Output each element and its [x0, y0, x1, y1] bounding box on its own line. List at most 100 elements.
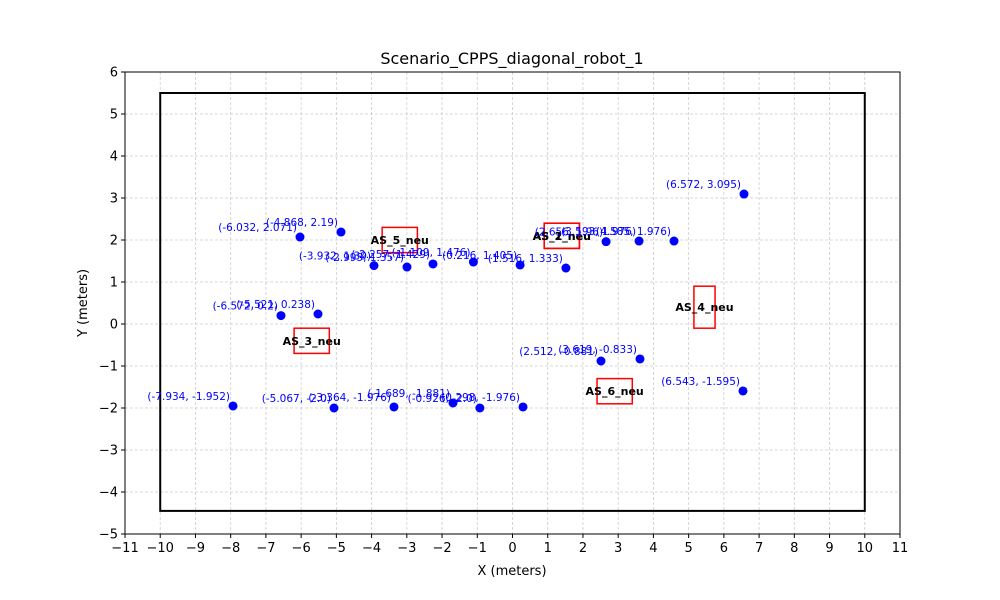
x-tick-label: −4: [362, 541, 381, 556]
waypoint-marker: [739, 189, 749, 199]
station-label: AS_5_neu: [371, 234, 429, 247]
waypoint-marker: [518, 402, 528, 412]
waypoint-marker: [448, 398, 458, 408]
x-tick-label: 11: [892, 541, 909, 556]
workspace-boundary: [159, 92, 866, 512]
y-tick-label: −4: [99, 486, 118, 501]
y-tick-label: −2: [99, 402, 118, 417]
station-label: AS_3_neu: [283, 335, 341, 348]
waypoint-marker: [313, 309, 323, 319]
x-tick-label: −11: [111, 541, 138, 556]
x-tick-label: −6: [292, 541, 311, 556]
x-tick-label: −3: [397, 541, 416, 556]
station-box: [596, 377, 634, 405]
x-tick-label: 6: [720, 541, 728, 556]
x-tick-label: 4: [649, 541, 657, 556]
station-label: AS_2_neu: [533, 230, 591, 243]
station-label: AS_6_neu: [586, 385, 644, 398]
waypoint-marker: [738, 386, 748, 396]
waypoint-label: (0.298, -1.976): [441, 392, 520, 404]
x-tick-label: −10: [147, 541, 174, 556]
y-tick-label: −3: [99, 444, 118, 459]
waypoint-marker: [635, 354, 645, 364]
x-tick-label: −7: [256, 541, 275, 556]
x-tick-label: 8: [790, 541, 798, 556]
waypoint-label: (-2.995, 1.357): [325, 252, 404, 264]
station-box: [381, 226, 419, 254]
x-tick-label: 5: [684, 541, 692, 556]
station-label: AS_4_neu: [675, 301, 733, 314]
waypoint-label: (6.572, 3.095): [666, 179, 741, 191]
x-tick-label: −9: [186, 541, 205, 556]
waypoint-label: (-3.364, -1.976): [308, 392, 391, 404]
y-tick-label: 6: [110, 66, 118, 81]
x-tick-label: −2: [432, 541, 451, 556]
waypoint-label: (-3.932, 1.39): [299, 251, 371, 263]
points-layer: [228, 189, 749, 413]
y-tick-label: 5: [110, 108, 118, 123]
station-box: [693, 285, 716, 329]
boundary-layer: [159, 92, 866, 512]
waypoint-marker: [389, 402, 399, 412]
waypoint-label: (3.593, 1.976): [561, 226, 636, 238]
x-tick-label: 9: [825, 541, 833, 556]
waypoint-label: (-6.032, 2.071): [218, 222, 297, 234]
y-tick-label: −5: [99, 528, 118, 543]
point-labels-layer: (6.572, 3.095) (-6.032, 2.071)(-4.868, 2.…: [147, 179, 741, 405]
waypoint-marker: [468, 257, 478, 267]
waypoint-marker: [669, 236, 679, 246]
waypoint-label: (-2.257, 1.429): [351, 249, 430, 261]
x-axis-ticks: −11 −10 −9 −8 −7 −6 −5 −4 −3 −2 −1 0 1 2 3 4 5 6 7 8 9 10 11: [111, 534, 908, 556]
waypoint-marker: [402, 262, 412, 272]
y-axis-ticks: −5 −4 −3 −2 −1 0 1 2 3 4 5 6: [99, 66, 125, 543]
station-label: AS_1_neu: [533, 230, 591, 243]
x-tick-label: 0: [508, 541, 516, 556]
y-axis-label: Y (meters): [76, 269, 91, 338]
y-tick-label: 3: [110, 192, 118, 207]
chart-title: Scenario_CPPS_diagonal_robot_1: [380, 49, 643, 69]
waypoint-label: (6.543, -1.595): [661, 376, 740, 388]
y-tick-label: 0: [110, 318, 118, 333]
waypoint-label: (2.656, 1.96): [535, 227, 603, 239]
y-tick-label: 1: [110, 276, 118, 291]
waypoint-marker: [596, 356, 606, 366]
waypoint-label: (-6.572, 0.2): [213, 301, 278, 313]
waypoint-label: (3.619, -0.833): [558, 344, 637, 356]
waypoint-marker: [634, 236, 644, 246]
waypoint-label: (-5.067, -2.0): [262, 393, 331, 405]
waypoint-label: (0.216, 1.405): [442, 250, 517, 262]
waypoint-label: (2.512, -0.881): [519, 346, 598, 358]
waypoint-label: (-5.521, 0.238): [236, 299, 315, 311]
waypoint-marker: [475, 403, 485, 413]
waypoint-marker: [336, 227, 346, 237]
waypoint-label: (4.585, 1.976): [596, 226, 671, 238]
x-tick-label: 1: [544, 541, 552, 556]
waypoint-label: (-1.689, -1.881): [367, 388, 450, 400]
x-tick-label: 7: [755, 541, 763, 556]
waypoint-label: (-4.868, 2.19): [266, 217, 338, 229]
waypoint-marker: [561, 263, 571, 273]
waypoint-marker: [228, 401, 238, 411]
waypoint-marker: [369, 261, 379, 271]
x-tick-label: 2: [579, 541, 587, 556]
waypoint-marker: [428, 259, 438, 269]
x-tick-label: −1: [468, 541, 487, 556]
waypoint-label: (-0.926, -2.0): [408, 393, 477, 405]
x-tick-label: −8: [221, 541, 240, 556]
x-tick-label: 10: [856, 541, 873, 556]
waypoint-marker: [329, 403, 339, 413]
waypoint-marker: [295, 232, 305, 242]
waypoint-marker: [515, 260, 525, 270]
y-tick-label: 4: [110, 150, 118, 165]
waypoint-label: (-7.934, -1.952): [147, 391, 230, 403]
y-tick-label: −1: [99, 360, 118, 375]
station-box: [543, 222, 581, 250]
waypoint-label: (-1.109, 1.476): [392, 247, 471, 259]
station-box: [293, 327, 331, 355]
x-tick-label: −5: [327, 541, 346, 556]
waypoint-marker: [601, 237, 611, 247]
waypoint-marker: [276, 311, 286, 321]
